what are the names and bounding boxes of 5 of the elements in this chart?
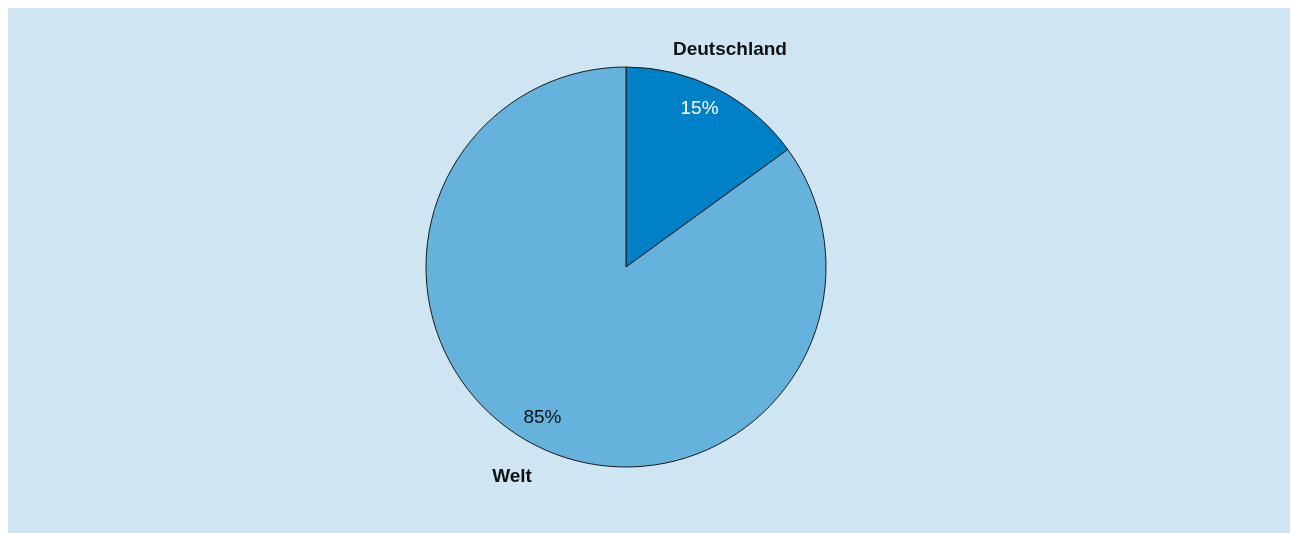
slice-label: Welt bbox=[492, 465, 533, 487]
slice-label: Deutschland bbox=[672, 37, 787, 59]
data-label: 15% bbox=[680, 97, 719, 119]
pie-slice bbox=[425, 66, 827, 468]
data-label: 85% bbox=[523, 405, 562, 427]
